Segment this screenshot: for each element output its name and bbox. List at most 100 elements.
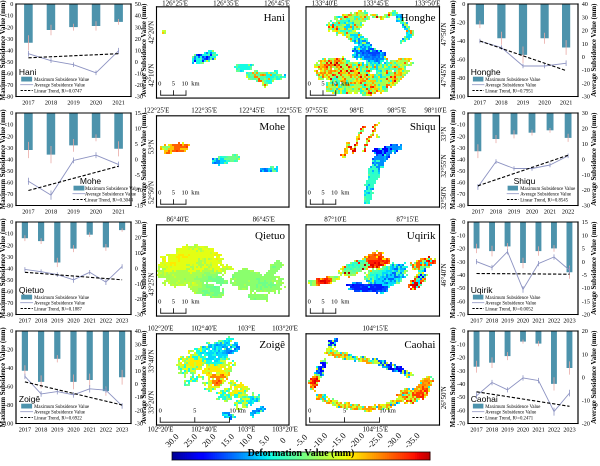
svg-text:0: 0 [308, 298, 311, 305]
svg-text:-30: -30 [457, 145, 465, 152]
svg-text:0: 0 [10, 110, 13, 117]
svg-text:Maximum Subsidence Value: Maximum Subsidence Value [34, 405, 89, 410]
svg-text:Average Subsidence Value (mm): Average Subsidence Value (mm) [141, 222, 148, 315]
svg-text:Average Subsidence Value: Average Subsidence Value [520, 193, 571, 198]
svg-text:-20: -20 [457, 20, 465, 27]
svg-text:Shiqu: Shiqu [514, 176, 536, 186]
svg-text:2020: 2020 [90, 209, 102, 216]
svg-text:Maximum Subsidence Value (mm): Maximum Subsidence Value (mm) [0, 327, 7, 427]
svg-text:Caohai: Caohai [471, 394, 498, 404]
svg-text:2019: 2019 [67, 209, 79, 216]
svg-text:-20: -20 [5, 133, 13, 140]
svg-text:Average Subsidence Value (mm): Average Subsidence Value (mm) [141, 113, 148, 206]
svg-text:126°45'E: 126°45'E [264, 0, 290, 7]
svg-text:Linear Trend, R²=0.0052: Linear Trend, R²=0.0052 [485, 306, 533, 312]
svg-text:98°E: 98°E [350, 107, 364, 115]
svg-text:Hani: Hani [19, 67, 37, 77]
svg-text:-60: -60 [5, 289, 13, 296]
svg-text:2017: 2017 [19, 427, 31, 434]
svg-text:-10: -10 [5, 122, 13, 129]
svg-text:-20: -20 [582, 80, 590, 87]
svg-text:-50: -50 [5, 59, 13, 66]
svg-text:43°25'N: 43°25'N [147, 273, 155, 296]
svg-text:Average Subsidence Value (mm): Average Subsidence Value (mm) [141, 331, 148, 424]
svg-text:2020: 2020 [538, 100, 550, 107]
svg-text:Maximum Subsidence Value: Maximum Subsidence Value [520, 187, 575, 192]
svg-text:103°20'E: 103°20'E [272, 426, 298, 434]
svg-text:-60: -60 [457, 407, 465, 414]
svg-text:Uqirik: Uqirik [407, 230, 436, 242]
svg-text:-40: -40 [5, 265, 13, 272]
svg-text:20: 20 [135, 36, 141, 43]
svg-text:-10: -10 [5, 231, 13, 238]
svg-text:Maximum Subsidence Value (mm): Maximum Subsidence Value (mm) [0, 218, 7, 318]
svg-text:102°40'E: 102°40'E [191, 426, 217, 434]
svg-text:102°20'E: 102°20'E [148, 426, 174, 434]
svg-text:10: 10 [135, 47, 141, 54]
svg-text:-20: -20 [5, 347, 13, 354]
svg-text:-40: -40 [457, 272, 465, 279]
svg-text:-100: -100 [2, 421, 13, 428]
svg-text:-80: -80 [5, 94, 13, 101]
svg-text:10: 10 [582, 232, 588, 239]
svg-text:-20: -20 [457, 355, 465, 362]
svg-text:2017: 2017 [470, 318, 482, 325]
svg-text:-60: -60 [5, 71, 13, 78]
svg-text:Hani: Hani [264, 12, 285, 24]
svg-text:2018: 2018 [45, 100, 57, 107]
svg-text:0: 0 [462, 110, 465, 117]
svg-text:Maximum Subsidence Value: Maximum Subsidence Value [34, 78, 89, 83]
svg-text:Linear Trend, R²=0.3044: Linear Trend, R²=0.3044 [85, 197, 133, 203]
svg-text:Average Subsidence Value (mm): Average Subsidence Value (mm) [141, 4, 148, 97]
svg-text:-60: -60 [457, 57, 465, 64]
svg-text:30: 30 [135, 219, 141, 226]
svg-text:20: 20 [135, 355, 141, 362]
svg-text:103°E: 103°E [238, 426, 256, 434]
svg-text:33°20'N: 33°20'N [147, 391, 155, 414]
svg-text:-60: -60 [457, 298, 465, 305]
svg-text:52°50'N: 52°50'N [147, 181, 155, 204]
svg-text:2020: 2020 [67, 318, 79, 325]
svg-text:2022: 2022 [548, 427, 560, 434]
svg-text:5: 5 [582, 246, 585, 253]
svg-text:-70: -70 [5, 82, 13, 89]
svg-text:10 km: 10 km [229, 407, 245, 414]
svg-text:-20: -20 [457, 133, 465, 140]
svg-text:Average Subsidence Value: Average Subsidence Value [85, 193, 136, 198]
svg-text:-20: -20 [135, 296, 143, 303]
svg-text:5: 5 [193, 407, 196, 414]
svg-text:2017: 2017 [472, 209, 484, 216]
svg-text:0: 0 [135, 381, 138, 388]
svg-text:0: 0 [135, 59, 138, 66]
svg-text:Maximum Subsidence Value (mm): Maximum Subsidence Value (mm) [450, 218, 457, 318]
svg-text:0: 0 [10, 328, 13, 335]
svg-text:2020: 2020 [90, 100, 102, 107]
svg-text:Average Subsidence Value: Average Subsidence Value [485, 411, 536, 416]
svg-text:-40: -40 [457, 156, 465, 163]
svg-text:2019: 2019 [51, 318, 63, 325]
svg-text:2020: 2020 [67, 427, 79, 434]
svg-text:-50: -50 [457, 168, 465, 175]
svg-text:10 km: 10 km [379, 407, 395, 414]
svg-text:Maximum Subsidence Value: Maximum Subsidence Value [34, 296, 89, 301]
svg-text:10: 10 [582, 351, 588, 358]
svg-text:-20: -20 [135, 407, 143, 414]
svg-text:2019: 2019 [501, 427, 513, 434]
svg-text:2020: 2020 [517, 318, 529, 325]
svg-text:32°55'N: 32°55'N [440, 154, 448, 177]
svg-text:0: 0 [135, 156, 138, 163]
svg-text:Honghe: Honghe [401, 12, 436, 24]
svg-text:0: 0 [582, 156, 585, 163]
svg-text:-15: -15 [582, 298, 590, 305]
svg-text:Linear Trend, R²=0.2471: Linear Trend, R²=0.2471 [485, 415, 533, 421]
svg-text:20: 20 [582, 126, 588, 133]
svg-text:5: 5 [172, 80, 175, 87]
svg-text:10: 10 [135, 368, 141, 375]
svg-text:-10: -10 [457, 122, 465, 129]
svg-text:Average Subsidence Value: Average Subsidence Value [34, 84, 85, 89]
svg-text:2018: 2018 [495, 100, 507, 107]
svg-text:Average Subsidence Value (mm): Average Subsidence Value (mm) [591, 113, 598, 206]
svg-text:-30: -30 [5, 254, 13, 261]
svg-text:86°45'E: 86°45'E [253, 216, 275, 224]
svg-text:2020: 2020 [517, 427, 529, 434]
